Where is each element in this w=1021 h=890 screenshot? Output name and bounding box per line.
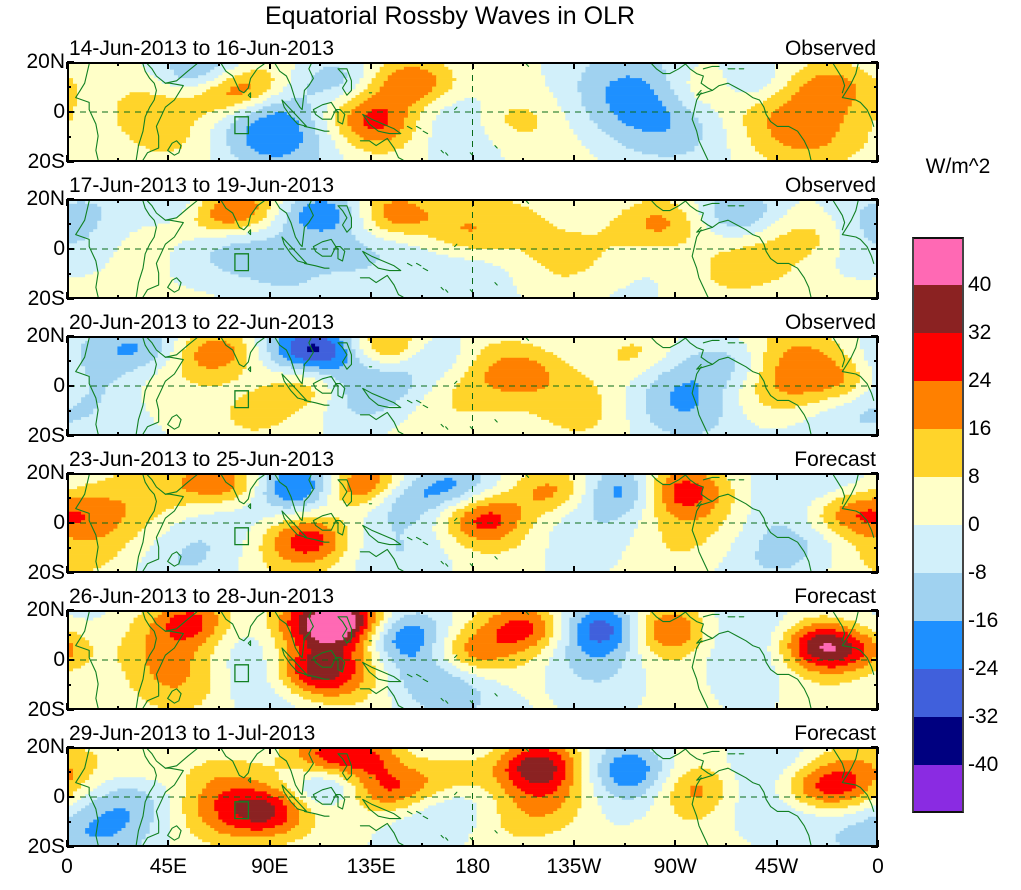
panel-status-label: Observed [784, 174, 876, 197]
x-tick-label: 0 [61, 855, 73, 878]
y-tick-label: 20N [26, 461, 65, 484]
y-axis: 20N 0 20S [5, 735, 65, 858]
colorbar-swatch-navy [912, 717, 964, 765]
colorbar[interactable] [912, 237, 964, 813]
x-tick-label: 0 [872, 855, 884, 878]
y-tick-label: 20N [26, 598, 65, 621]
y-axis: 20N 0 20S [5, 598, 65, 721]
map-plot-area[interactable] [67, 199, 878, 299]
colorbar-units-label: W/m^2 [925, 155, 991, 178]
y-tick-label: 20S [27, 561, 65, 584]
olr-anomaly-field [69, 749, 876, 845]
figure-title: Equatorial Rossby Waves in OLR [264, 2, 636, 30]
x-tick-label: 180 [454, 855, 491, 878]
y-tick-label: 20N [26, 50, 65, 73]
colorbar-swatch-red [912, 333, 964, 381]
panel-status-label: Observed [784, 37, 876, 60]
colorbar-tick-label: 16 [968, 417, 992, 440]
y-tick-label: 20S [27, 150, 65, 173]
y-tick-label: 20N [26, 735, 65, 758]
y-axis: 20N 0 20S [5, 50, 65, 173]
map-plot-area[interactable] [67, 747, 878, 847]
panel-status-label: Observed [784, 311, 876, 334]
panel-date-range: 20-Jun-2013 to 22-Jun-2013 [69, 311, 335, 334]
colorbar-swatch-royal-blue [912, 669, 964, 717]
colorbar-swatch-purple [912, 765, 964, 813]
colorbar-tick-label: -8 [968, 561, 987, 584]
colorbar-tick-label: -40 [968, 753, 999, 776]
y-tick-label: 0 [53, 648, 65, 671]
coastlines [76, 475, 874, 571]
y-tick-label: 20S [27, 287, 65, 310]
x-tick-label: 45W [755, 855, 799, 878]
coastlines [76, 338, 874, 434]
panel-status-label: Forecast [794, 722, 876, 745]
x-tick-label: 90E [251, 855, 289, 878]
colorbar-swatch-light-cyan [912, 525, 964, 573]
map-plot-area[interactable] [67, 62, 878, 162]
colorbar-tick-label: 32 [968, 321, 992, 344]
panel-status-label: Forecast [794, 585, 876, 608]
colorbar-tick-label: 8 [968, 465, 980, 488]
olr-anomaly-field [69, 338, 876, 434]
y-axis: 20N 0 20S [5, 187, 65, 310]
colorbar-swatch-pale-yellow [912, 477, 964, 525]
map-plot-area[interactable] [67, 336, 878, 436]
y-axis: 20N 0 20S [5, 324, 65, 447]
x-tick-label: 135E [346, 855, 396, 878]
y-tick-label: 0 [53, 237, 65, 260]
panel-date-range: 17-Jun-2013 to 19-Jun-2013 [69, 174, 335, 197]
colorbar-tick-label: -32 [968, 705, 999, 728]
y-tick-label: 0 [53, 511, 65, 534]
colorbar-swatch-light-blue [912, 573, 964, 621]
map-plot-area[interactable] [67, 473, 878, 573]
coastlines [76, 64, 874, 160]
colorbar-tick-label: -24 [968, 657, 999, 680]
colorbar-swatch-gold [912, 429, 964, 477]
x-tick-label: 90W [653, 855, 697, 878]
olr-anomaly-field [69, 475, 876, 571]
panel-date-range: 29-Jun-2013 to 1-Jul-2013 [69, 722, 316, 745]
panel-date-range: 26-Jun-2013 to 28-Jun-2013 [69, 585, 335, 608]
y-tick-label: 20N [26, 324, 65, 347]
y-tick-label: 20N [26, 187, 65, 210]
colorbar-tick-label: 24 [968, 369, 992, 392]
y-axis: 20N 0 20S [5, 461, 65, 584]
x-axis: 0 45E 90E 135E 180 135W 90W 45W 0 [61, 855, 884, 885]
panel-date-range: 14-Jun-2013 to 16-Jun-2013 [69, 37, 335, 60]
coastlines [76, 612, 874, 708]
olr-anomaly-field [69, 612, 876, 708]
y-tick-label: 0 [53, 374, 65, 397]
y-tick-label: 20S [27, 835, 65, 858]
colorbar-swatch-dark-red [912, 285, 964, 333]
panel-status-label: Forecast [794, 448, 876, 471]
colorbar-swatch-blue [912, 621, 964, 669]
map-plot-area[interactable] [67, 610, 878, 710]
colorbar-tick-label: 40 [968, 273, 992, 296]
colorbar-swatch-pink [912, 237, 964, 285]
panel-date-range: 23-Jun-2013 to 25-Jun-2013 [69, 448, 335, 471]
y-tick-label: 20S [27, 424, 65, 447]
colorbar-tick-label: -16 [968, 609, 999, 632]
y-tick-label: 0 [53, 785, 65, 808]
coastlines [76, 749, 874, 845]
x-tick-label: 135W [546, 855, 602, 878]
y-tick-label: 20S [27, 698, 65, 721]
x-tick-label: 45E [149, 855, 188, 878]
y-tick-label: 0 [53, 100, 65, 123]
colorbar-tick-label: 0 [968, 513, 980, 536]
colorbar-swatch-orange [912, 381, 964, 429]
